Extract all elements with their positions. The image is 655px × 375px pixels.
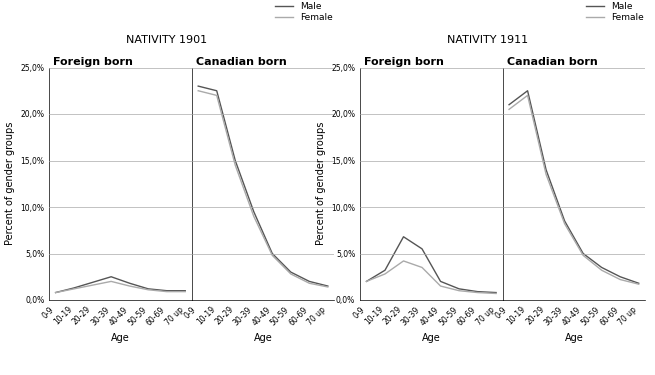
X-axis label: Age: Age xyxy=(253,333,272,342)
Text: NATIVITY 1911: NATIVITY 1911 xyxy=(447,35,529,45)
Text: NATIVITY 1901: NATIVITY 1901 xyxy=(126,35,208,45)
Text: Foreign born: Foreign born xyxy=(54,57,133,67)
X-axis label: Age: Age xyxy=(422,333,441,342)
X-axis label: Age: Age xyxy=(111,333,130,342)
Legend: Male, Female: Male, Female xyxy=(274,2,333,22)
Y-axis label: Percent of gender groups: Percent of gender groups xyxy=(316,122,326,246)
Text: Canadian born: Canadian born xyxy=(507,57,597,67)
Text: Foreign born: Foreign born xyxy=(364,57,444,67)
Text: Canadian born: Canadian born xyxy=(196,57,287,67)
Y-axis label: Percent of gender groups: Percent of gender groups xyxy=(5,122,14,246)
X-axis label: Age: Age xyxy=(565,333,583,342)
Legend: Male, Female: Male, Female xyxy=(586,2,644,22)
